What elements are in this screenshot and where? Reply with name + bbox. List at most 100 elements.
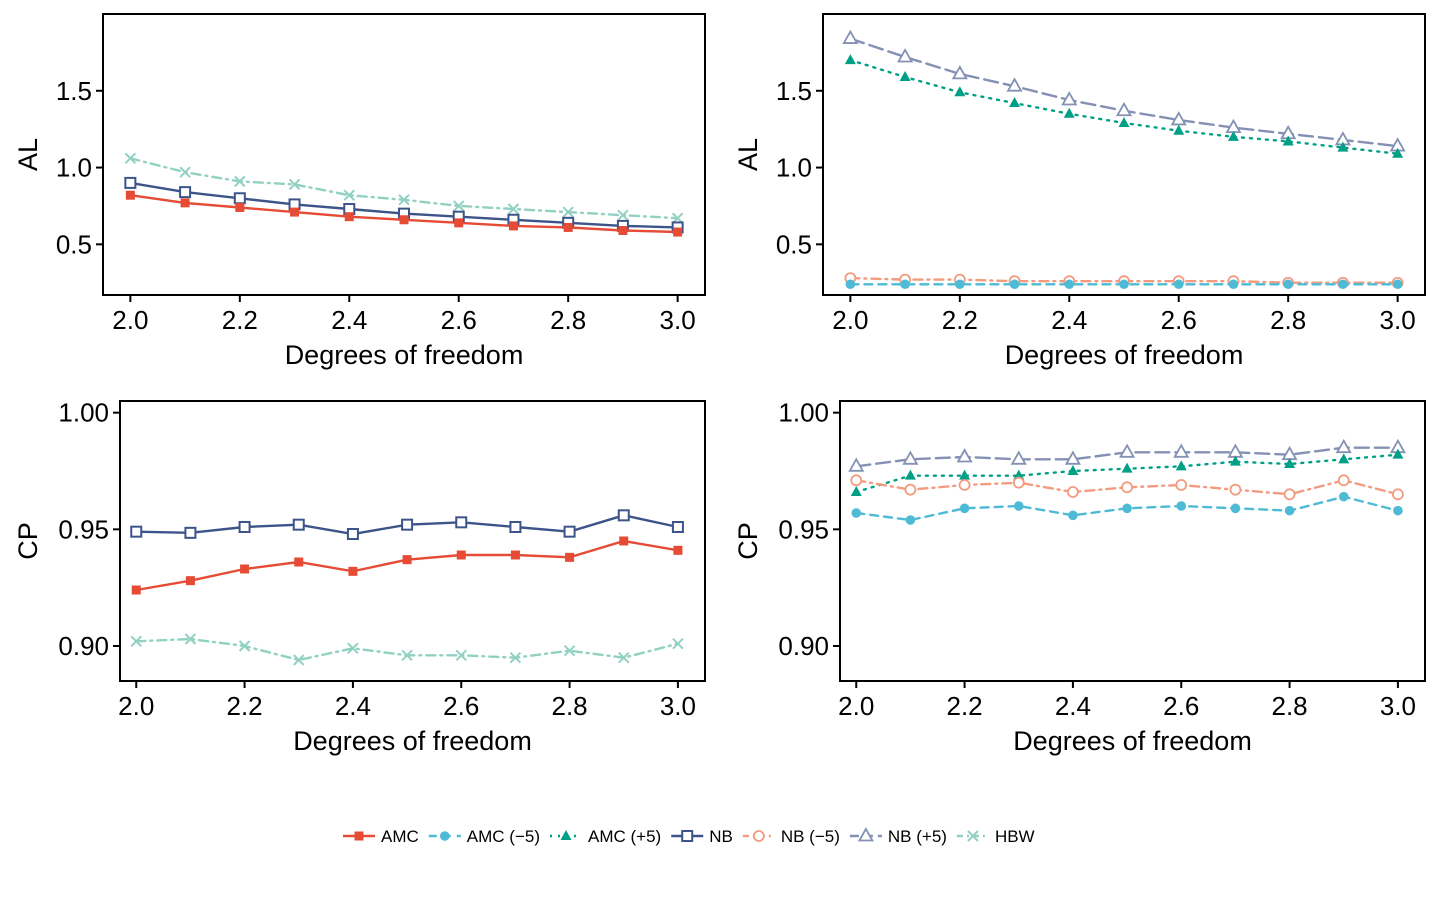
data-point: [1283, 488, 1296, 501]
data-point: [399, 215, 409, 225]
data-point: [184, 633, 197, 645]
x-tick-label: 2.8: [1270, 305, 1306, 335]
series-nb-5: [842, 29, 1406, 152]
data-point: [1229, 483, 1242, 496]
data-point: [294, 557, 304, 567]
data-point: [509, 651, 522, 664]
data-point: [1121, 481, 1133, 494]
x-axis-title: Degrees of freedom: [293, 726, 532, 756]
data-point: [563, 222, 573, 232]
data-point: [958, 479, 971, 491]
legend-label: AMC (−5): [467, 827, 540, 846]
data-point: [130, 525, 143, 538]
data-point: [1335, 438, 1352, 454]
data-point: [900, 279, 910, 290]
data-point: [1392, 147, 1404, 158]
x-tick-label: 2.6: [443, 691, 479, 721]
data-point: [508, 221, 518, 231]
series-amc: [131, 536, 683, 595]
x-tick-label: 2.0: [112, 305, 148, 335]
data-point: [1013, 501, 1024, 511]
x-tick-label: 3.0: [660, 305, 696, 335]
y-tick-label: 0.95: [58, 514, 109, 544]
data-point: [1284, 458, 1296, 468]
legend-marker: [681, 830, 694, 842]
legend-marker: [354, 831, 364, 841]
x-tick-label: 2.8: [1272, 691, 1308, 721]
panel-bottom-right: 2.0 2.2 2.4 2.6 2.8 3.0 0.90 0.95 1.00 Degrees of…: [733, 398, 1426, 756]
legend-label: AMC: [381, 827, 419, 846]
data-point: [401, 649, 413, 662]
data-point: [454, 218, 464, 228]
legend-item-nb: NB: [671, 827, 733, 846]
data-point: [850, 486, 862, 496]
data-point: [124, 176, 137, 189]
panel-bottom-left: 2.0 2.2 2.4 2.6 2.8 3.0 0.90 0.95 1.00 Degrees of…: [13, 398, 706, 756]
data-point: [348, 566, 358, 576]
data-point: [1230, 503, 1241, 514]
data-point: [1068, 510, 1078, 521]
data-point: [845, 279, 856, 290]
x-tick-label: 3.0: [1380, 691, 1416, 721]
data-point: [1118, 117, 1130, 128]
data-point: [290, 207, 300, 217]
data-point: [1284, 505, 1295, 516]
data-point: [507, 203, 520, 215]
data-point: [955, 279, 965, 290]
data-point: [1228, 279, 1239, 290]
data-point: [1338, 453, 1350, 464]
data-point: [344, 212, 354, 222]
data-point: [904, 483, 917, 496]
series-amc: [125, 190, 683, 237]
data-point: [1115, 101, 1133, 117]
y-tick-label: 1.5: [56, 76, 92, 106]
data-point: [954, 86, 966, 97]
data-point: [1392, 279, 1403, 290]
plot-frame: [839, 400, 1426, 682]
x-tick-label: 2.2: [222, 305, 258, 335]
data-point: [398, 194, 410, 206]
data-point: [1119, 279, 1129, 290]
x-tick-label: 2.2: [942, 305, 978, 335]
data-point: [179, 186, 192, 199]
y-tick-label: 0.95: [778, 514, 829, 544]
y-axis-title: AL: [733, 138, 763, 171]
legend-marker: [967, 830, 979, 842]
data-point: [509, 521, 522, 533]
data-point: [185, 576, 195, 586]
data-point: [844, 54, 856, 65]
data-point: [951, 65, 968, 80]
legend-label: NB (−5): [781, 827, 840, 846]
data-point: [673, 227, 683, 237]
data-point: [1392, 488, 1404, 501]
data-point: [618, 226, 628, 236]
data-point: [905, 515, 916, 525]
data-point: [671, 521, 684, 533]
x-tick-label: 3.0: [1380, 305, 1416, 335]
data-point: [848, 457, 865, 472]
data-point: [1173, 124, 1185, 135]
data-point: [1337, 141, 1349, 152]
data-point: [672, 637, 684, 650]
y-tick-label: 1.5: [776, 76, 812, 106]
data-point: [1175, 460, 1187, 471]
x-tick-label: 3.0: [660, 691, 696, 721]
x-axis-title: Degrees of freedom: [285, 340, 524, 370]
series-amc-5: [851, 491, 1403, 525]
data-point: [897, 48, 914, 63]
x-tick-label: 2.0: [118, 691, 154, 721]
data-point: [1119, 443, 1136, 458]
y-axis-title: CP: [13, 522, 43, 560]
data-point: [184, 526, 197, 539]
data-point: [453, 200, 465, 212]
legend-label: NB: [709, 827, 733, 846]
data-point: [130, 635, 142, 648]
data-point: [1012, 476, 1025, 489]
x-tick-label: 2.4: [331, 305, 367, 335]
data-point: [288, 178, 301, 191]
data-point: [1283, 279, 1293, 290]
y-axis-title: AL: [13, 138, 43, 171]
y-tick-label: 1.00: [778, 398, 829, 428]
data-point: [180, 198, 190, 208]
